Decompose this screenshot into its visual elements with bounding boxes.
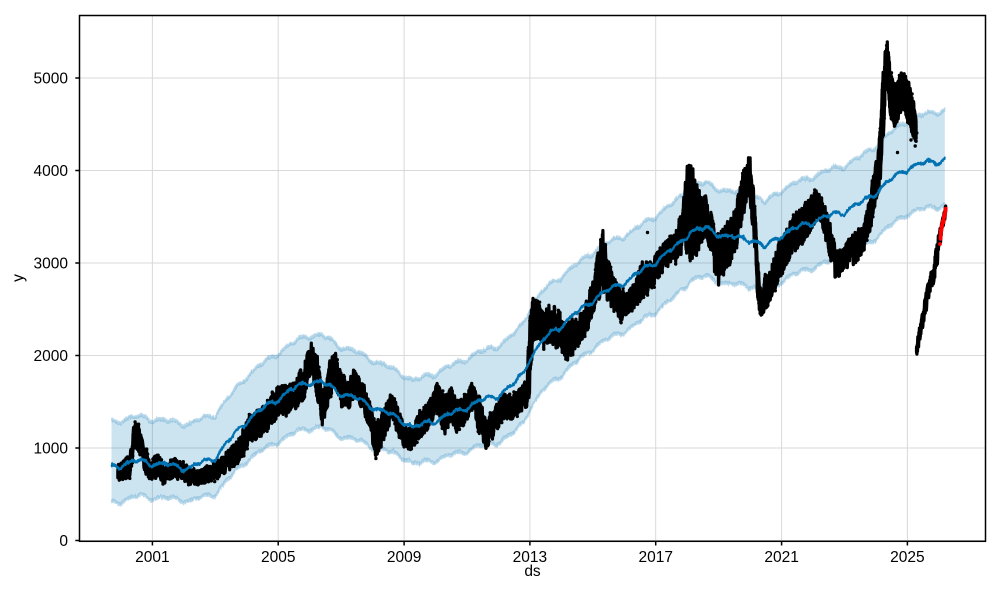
svg-text:2025: 2025 xyxy=(890,549,924,566)
svg-text:2017: 2017 xyxy=(638,549,672,566)
svg-text:4000: 4000 xyxy=(34,163,69,180)
svg-text:2001: 2001 xyxy=(135,549,169,566)
svg-text:2000: 2000 xyxy=(34,348,69,365)
svg-text:2021: 2021 xyxy=(764,549,798,566)
svg-text:0: 0 xyxy=(59,533,68,550)
svg-text:y: y xyxy=(10,274,27,282)
svg-text:3000: 3000 xyxy=(34,255,69,272)
svg-text:ds: ds xyxy=(524,563,541,580)
svg-text:5000: 5000 xyxy=(34,70,69,87)
svg-text:2013: 2013 xyxy=(513,549,547,566)
svg-text:2005: 2005 xyxy=(261,549,295,566)
svg-text:2009: 2009 xyxy=(387,549,421,566)
svg-text:1000: 1000 xyxy=(34,440,69,457)
